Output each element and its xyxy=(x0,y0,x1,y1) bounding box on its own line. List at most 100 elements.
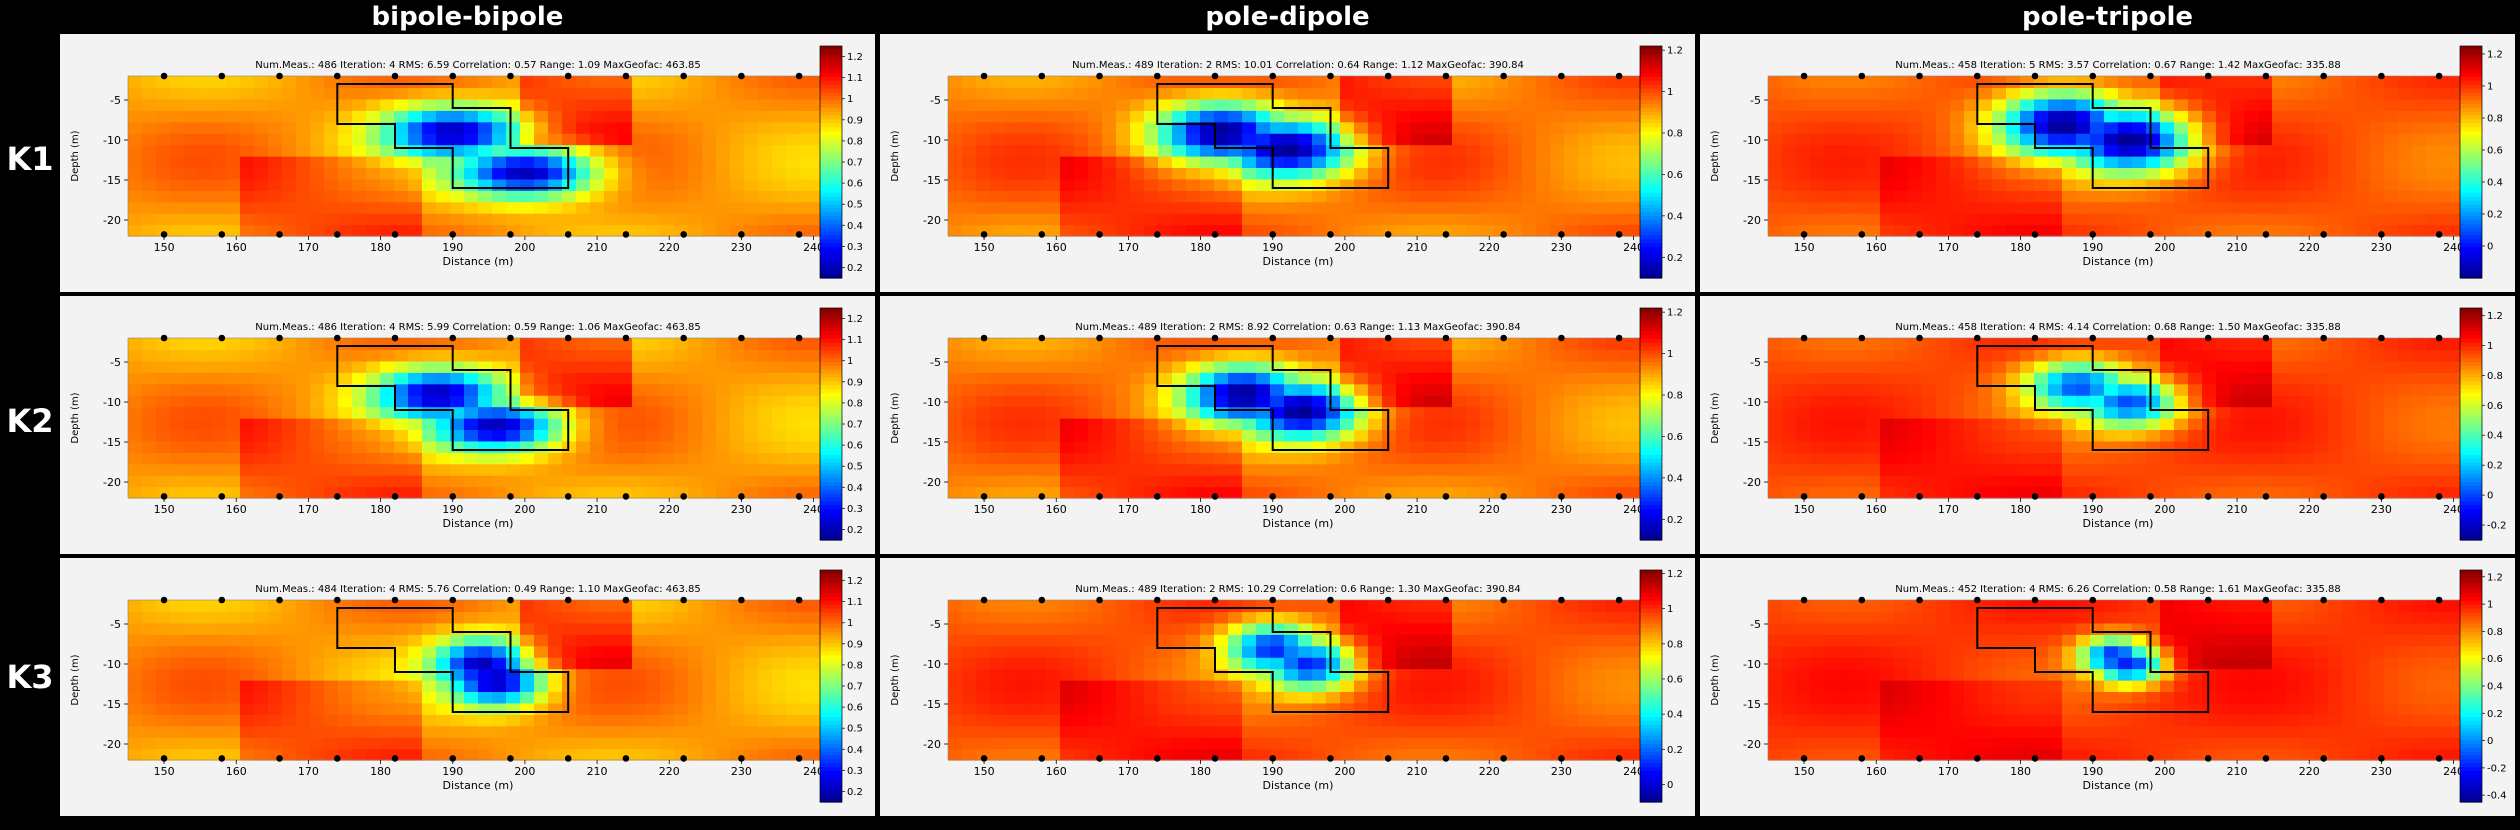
heatmap-cell xyxy=(2300,144,2315,157)
colorbar-segment xyxy=(1640,80,1662,86)
heatmap-cell xyxy=(2160,338,2175,351)
colorbar-segment xyxy=(1640,177,1662,182)
heatmap-cell xyxy=(1200,360,1215,373)
heatmap-cell xyxy=(1480,395,1495,408)
heatmap-cell xyxy=(268,133,283,146)
heatmap-cell xyxy=(1950,213,1965,226)
heatmap-cell xyxy=(2020,133,2035,146)
heatmap-cell xyxy=(2286,452,2301,465)
heatmap-cell xyxy=(408,156,423,169)
heatmap-cell xyxy=(1172,178,1187,191)
heatmap-cell xyxy=(324,338,339,351)
heatmap-cell xyxy=(1298,383,1313,396)
electrode-point xyxy=(1615,334,1623,342)
heatmap-cell xyxy=(1936,133,1951,146)
heatmap-cell xyxy=(674,213,689,226)
colorbar-segment xyxy=(820,435,842,441)
heatmap-cell xyxy=(1340,201,1355,214)
heatmap-cell xyxy=(1060,110,1075,123)
heatmap-cell xyxy=(1466,429,1481,442)
heatmap-cell xyxy=(2384,429,2399,442)
colorbar-segment xyxy=(820,451,842,456)
heatmap-cell xyxy=(674,98,689,111)
heatmap-cell xyxy=(2300,360,2315,373)
heatmap-cell xyxy=(1326,156,1341,169)
heatmap-cell xyxy=(1060,121,1075,134)
colorbar-segment xyxy=(1640,96,1662,101)
colorbar-segment xyxy=(1640,200,1662,206)
heatmap-cell xyxy=(1256,406,1271,419)
heatmap-cell xyxy=(2272,338,2287,351)
colorbar-segment xyxy=(1640,482,1662,487)
heatmap-cell xyxy=(1116,406,1131,419)
heatmap-cell xyxy=(1186,440,1201,453)
heatmap-cell xyxy=(1564,156,1579,169)
heatmap-cell xyxy=(1438,440,1453,453)
colorbar-segment xyxy=(1640,208,1662,213)
heatmap-cell xyxy=(2440,429,2455,442)
heatmap-cell xyxy=(366,98,381,111)
heatmap-cell xyxy=(2132,156,2147,169)
heatmap-cell xyxy=(520,452,535,465)
heatmap-cell xyxy=(1880,440,1895,453)
heatmap-cell xyxy=(1102,463,1117,476)
heatmap-cell xyxy=(1410,383,1425,396)
heatmap-cell xyxy=(1256,110,1271,123)
heatmap-cell xyxy=(1978,452,1993,465)
heatmap-cell xyxy=(1102,406,1117,419)
heatmap-cell xyxy=(1620,201,1635,214)
heatmap-cell xyxy=(1782,429,1797,442)
heatmap-cell xyxy=(2048,201,2063,214)
heatmap-cell xyxy=(618,406,633,419)
colorbar-segment xyxy=(1640,111,1662,117)
heatmap-cell xyxy=(1536,110,1551,123)
heatmap-cell xyxy=(562,338,577,351)
heatmap-cell xyxy=(2076,429,2091,442)
electrode-point xyxy=(1858,72,1866,80)
heatmap-cell xyxy=(1242,224,1257,237)
heatmap-cell xyxy=(2132,452,2147,465)
colorbar-segment xyxy=(1640,416,1662,421)
heatmap-cell xyxy=(1200,76,1215,89)
electrode-point xyxy=(1916,493,1923,500)
heatmap-cell xyxy=(352,76,367,89)
heatmap-cell xyxy=(632,213,647,226)
heatmap-cell xyxy=(1452,201,1467,214)
heatmap-cell xyxy=(2132,190,2147,203)
heatmap-cell xyxy=(128,133,143,146)
heatmap-cell xyxy=(338,395,353,408)
heatmap-cell xyxy=(548,213,563,226)
heatmap-cell xyxy=(422,486,437,499)
heatmap-cell xyxy=(1452,486,1467,499)
heatmap-cell xyxy=(128,406,143,419)
heatmap-cell xyxy=(1088,452,1103,465)
heatmap-cell xyxy=(604,133,619,146)
heatmap-cell xyxy=(2188,76,2203,89)
heatmap-cell xyxy=(976,178,991,191)
heatmap-cell xyxy=(1424,98,1439,111)
heatmap-cell xyxy=(2160,383,2175,396)
electrode-point xyxy=(1153,334,1161,342)
heatmap-cell xyxy=(2174,201,2189,214)
heatmap-cell xyxy=(2342,486,2357,499)
electrode-point xyxy=(2262,334,2270,342)
colorbar-segment xyxy=(820,369,842,375)
heatmap-cell xyxy=(590,213,605,226)
heatmap-cell xyxy=(1186,144,1201,157)
heatmap-cell xyxy=(212,133,227,146)
heatmap-cell xyxy=(296,406,311,419)
heatmap-cell xyxy=(2090,121,2105,134)
heatmap-cell xyxy=(1004,452,1019,465)
heatmap-cell xyxy=(1200,133,1215,146)
heatmap-cell xyxy=(1186,372,1201,385)
heatmap-cell xyxy=(1768,144,1783,157)
heatmap-cell xyxy=(2314,475,2329,488)
heatmap-cell xyxy=(1564,383,1579,396)
heatmap-cell xyxy=(1382,418,1397,431)
heatmap-cell xyxy=(1950,395,1965,408)
heatmap-cell xyxy=(990,87,1005,100)
heatmap-cell xyxy=(590,110,605,123)
heatmap-cell xyxy=(1992,486,2007,499)
electrode-point xyxy=(2204,493,2212,500)
heatmap-cell xyxy=(632,98,647,111)
